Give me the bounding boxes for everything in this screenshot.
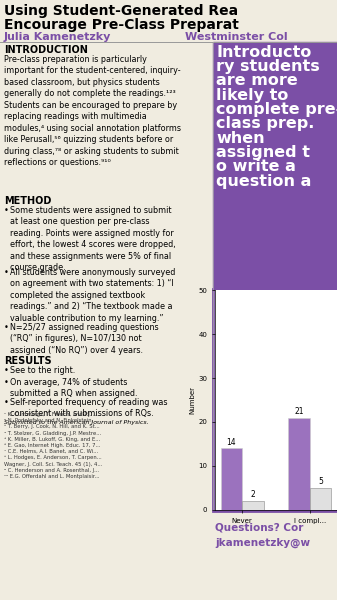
Text: o write a: o write a: [216, 159, 296, 174]
Text: Some students were assigned to submit
at least one question per pre-class
readin: Some students were assigned to submit at…: [10, 206, 176, 272]
Text: Using Student-Generated Rea: Using Student-Generated Rea: [4, 4, 238, 18]
Text: N=25/27 assigned reading questions
(“RQ” in figures), N=107/130 not
assigned (“N: N=25/27 assigned reading questions (“RQ”…: [10, 323, 159, 355]
Text: METHOD: METHOD: [4, 196, 51, 206]
Text: RESULTS: RESULTS: [4, 356, 52, 366]
Text: Westminster Col: Westminster Col: [185, 32, 287, 42]
Text: •: •: [4, 366, 9, 375]
Bar: [310, 488, 332, 510]
Text: •: •: [4, 206, 9, 215]
Text: 2: 2: [251, 490, 255, 499]
Text: On average, 74% of students
submitted a RQ when assigned.: On average, 74% of students submitted a …: [10, 378, 137, 398]
Text: Encourage Pre-Class Preparat: Encourage Pre-Class Preparat: [4, 18, 239, 32]
Text: Introducto: Introducto: [216, 45, 311, 60]
Text: when: when: [216, 131, 265, 146]
Text: Pre-class preparation is particularly
important for the student-centered, inquir: Pre-class preparation is particularly im…: [4, 55, 181, 167]
Text: are more: are more: [216, 73, 298, 88]
Text: likely to: likely to: [216, 88, 288, 103]
Bar: [213, 42, 337, 290]
Text: Questions? Cor: Questions? Cor: [215, 522, 303, 532]
Text: Self-reported frequency of reading was
consistent with submissions of RQs.: Self-reported frequency of reading was c…: [10, 398, 167, 418]
Bar: [213, 289, 337, 511]
Text: 21: 21: [294, 407, 304, 416]
Bar: [288, 418, 310, 510]
Text: Submitted to the American Journal of Physics.: Submitted to the American Journal of Phy…: [4, 420, 149, 425]
Text: •: •: [4, 378, 9, 387]
Text: Julia Kamenetzky: Julia Kamenetzky: [4, 32, 111, 42]
Text: complete pre-: complete pre-: [216, 102, 337, 117]
Bar: [220, 448, 242, 510]
Text: assigned t: assigned t: [216, 145, 310, 160]
Text: ry students: ry students: [216, 59, 320, 74]
Bar: [213, 290, 337, 510]
Text: •: •: [4, 268, 9, 277]
Text: •: •: [4, 323, 9, 332]
Text: 5: 5: [318, 477, 323, 486]
Text: class prep.: class prep.: [216, 116, 314, 131]
Text: question a: question a: [216, 174, 311, 189]
Text: •: •: [4, 398, 9, 407]
Text: INTRODUCTION: INTRODUCTION: [4, 45, 88, 55]
Text: jkamenetzky@w: jkamenetzky@w: [215, 538, 310, 548]
Y-axis label: Number: Number: [190, 386, 195, 414]
Bar: [242, 501, 264, 510]
Text: ¹ K. Cummings, T. French, and P.J. ...
² N. Podolefsky and N. Finkelstein, ...
³: ¹ K. Cummings, T. French, and P.J. ... ²…: [4, 412, 102, 479]
Text: See to the right.: See to the right.: [10, 366, 75, 375]
Text: 14: 14: [226, 437, 236, 446]
Text: All students were anonymously surveyed
on agreement with two statements: 1) “I
c: All students were anonymously surveyed o…: [10, 268, 175, 323]
